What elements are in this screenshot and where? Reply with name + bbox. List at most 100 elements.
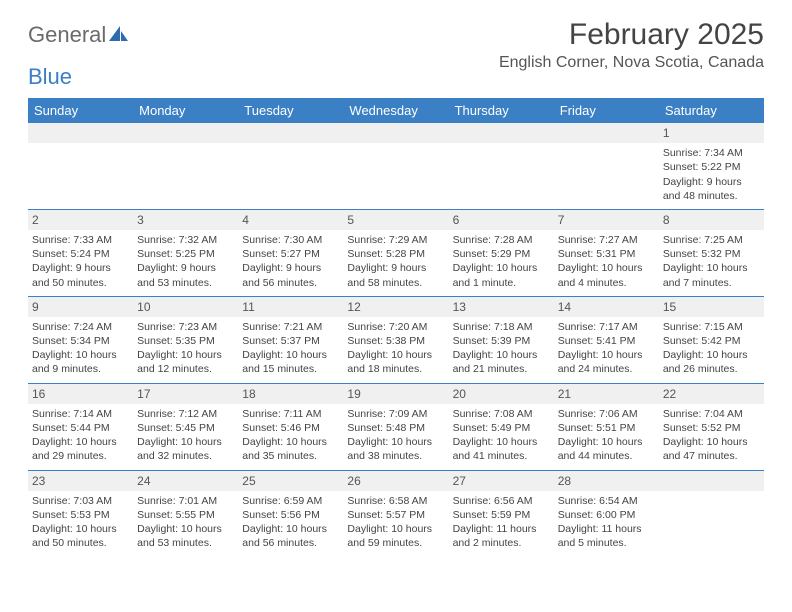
- sunset-text: Sunset: 5:42 PM: [663, 334, 760, 348]
- calendar-day: 5Sunrise: 7:29 AMSunset: 5:28 PMDaylight…: [343, 210, 448, 296]
- day-number: 11: [238, 297, 343, 317]
- day-number: 27: [449, 471, 554, 491]
- day-details: Sunrise: 7:30 AMSunset: 5:27 PMDaylight:…: [242, 233, 339, 290]
- day-details: Sunrise: 7:04 AMSunset: 5:52 PMDaylight:…: [663, 407, 760, 464]
- daylight-text: Daylight: 10 hours and 9 minutes.: [32, 348, 129, 376]
- calendar-day: 25 Sunrise: 6:59 AMSunset: 5:56 PMDayligh…: [238, 471, 343, 557]
- day-number: [659, 471, 764, 491]
- logo-sail-icon: [108, 25, 130, 43]
- sunset-text: Sunset: 5:57 PM: [347, 508, 444, 522]
- calendar-day: 27 Sunrise: 6:56 AMSunset: 5:59 PMDayligh…: [449, 471, 554, 557]
- day-number: [133, 123, 238, 143]
- day-details: Sunrise: 7:08 AMSunset: 5:49 PMDaylight:…: [453, 407, 550, 464]
- daylight-text: Daylight: 10 hours and 15 minutes.: [242, 348, 339, 376]
- day-number: 25: [238, 471, 343, 491]
- day-details: Sunrise: 7:28 AMSunset: 5:29 PMDaylight:…: [453, 233, 550, 290]
- calendar-day: 12Sunrise: 7:20 AMSunset: 5:38 PMDayligh…: [343, 297, 448, 383]
- day-details: Sunrise: 7:17 AMSunset: 5:41 PMDaylight:…: [558, 320, 655, 377]
- calendar-day: 11 Sunrise: 7:21 AMSunset: 5:37 PMDayligh…: [238, 297, 343, 383]
- calendar-day: 19Sunrise: 7:09 AMSunset: 5:48 PMDayligh…: [343, 384, 448, 470]
- day-details: Sunrise: 7:14 AMSunset: 5:44 PMDaylight:…: [32, 407, 129, 464]
- sunset-text: Sunset: 5:41 PM: [558, 334, 655, 348]
- col-wednesday: Wednesday: [343, 98, 448, 123]
- calendar-day: 26Sunrise: 6:58 AMSunset: 5:57 PMDayligh…: [343, 471, 448, 557]
- sunset-text: Sunset: 5:22 PM: [663, 160, 760, 174]
- day-number: 12: [343, 297, 448, 317]
- sunset-text: Sunset: 5:46 PM: [242, 421, 339, 435]
- calendar-day: 10Sunrise: 7:23 AMSunset: 5:35 PMDayligh…: [133, 297, 238, 383]
- sunset-text: Sunset: 5:48 PM: [347, 421, 444, 435]
- day-number: 3: [133, 210, 238, 230]
- sunrise-text: Sunrise: 7:12 AM: [137, 407, 234, 421]
- col-monday: Monday: [133, 98, 238, 123]
- sunrise-text: Sunrise: 7:21 AM: [242, 320, 339, 334]
- daylight-text: Daylight: 10 hours and 50 minutes.: [32, 522, 129, 550]
- day-number: 10: [133, 297, 238, 317]
- sunset-text: Sunset: 5:37 PM: [242, 334, 339, 348]
- sunset-text: Sunset: 5:53 PM: [32, 508, 129, 522]
- calendar-day-empty: [238, 123, 343, 209]
- calendar-day-empty: [449, 123, 554, 209]
- day-number: 16: [28, 384, 133, 404]
- daylight-text: Daylight: 10 hours and 1 minute.: [453, 261, 550, 289]
- sunrise-text: Sunrise: 7:23 AM: [137, 320, 234, 334]
- sunset-text: Sunset: 5:55 PM: [137, 508, 234, 522]
- day-details: Sunrise: 7:21 AMSunset: 5:37 PMDaylight:…: [242, 320, 339, 377]
- calendar-day: 21Sunrise: 7:06 AMSunset: 5:51 PMDayligh…: [554, 384, 659, 470]
- day-details: Sunrise: 6:59 AMSunset: 5:56 PMDaylight:…: [242, 494, 339, 551]
- daylight-text: Daylight: 9 hours and 48 minutes.: [663, 175, 760, 203]
- calendar-day: 1 Sunrise: 7:34 AMSunset: 5:22 PMDaylight…: [659, 123, 764, 209]
- calendar-week: 1 Sunrise: 7:34 AMSunset: 5:22 PMDaylight…: [28, 123, 764, 210]
- calendar-day: 7Sunrise: 7:27 AMSunset: 5:31 PMDaylight…: [554, 210, 659, 296]
- calendar-day: 14Sunrise: 7:17 AMSunset: 5:41 PMDayligh…: [554, 297, 659, 383]
- day-details: Sunrise: 7:15 AMSunset: 5:42 PMDaylight:…: [663, 320, 760, 377]
- sunset-text: Sunset: 5:52 PM: [663, 421, 760, 435]
- calendar-day: 28Sunrise: 6:54 AMSunset: 6:00 PMDayligh…: [554, 471, 659, 557]
- day-number: 13: [449, 297, 554, 317]
- logo: General: [28, 18, 130, 48]
- day-number: 5: [343, 210, 448, 230]
- daylight-text: Daylight: 10 hours and 35 minutes.: [242, 435, 339, 463]
- sunrise-text: Sunrise: 6:54 AM: [558, 494, 655, 508]
- sunset-text: Sunset: 5:34 PM: [32, 334, 129, 348]
- daylight-text: Daylight: 10 hours and 18 minutes.: [347, 348, 444, 376]
- daylight-text: Daylight: 10 hours and 41 minutes.: [453, 435, 550, 463]
- day-number: 4: [238, 210, 343, 230]
- calendar-day-empty: [133, 123, 238, 209]
- day-details: Sunrise: 7:32 AMSunset: 5:25 PMDaylight:…: [137, 233, 234, 290]
- calendar-day: 3 Sunrise: 7:32 AMSunset: 5:25 PMDaylight…: [133, 210, 238, 296]
- col-thursday: Thursday: [449, 98, 554, 123]
- sunset-text: Sunset: 5:31 PM: [558, 247, 655, 261]
- day-details: Sunrise: 6:58 AMSunset: 5:57 PMDaylight:…: [347, 494, 444, 551]
- day-details: Sunrise: 7:25 AMSunset: 5:32 PMDaylight:…: [663, 233, 760, 290]
- day-number: 9: [28, 297, 133, 317]
- calendar-day: 4 Sunrise: 7:30 AMSunset: 5:27 PMDaylight…: [238, 210, 343, 296]
- calendar-page: General February 2025 English Corner, No…: [0, 0, 792, 568]
- sunset-text: Sunset: 6:00 PM: [558, 508, 655, 522]
- daylight-text: Daylight: 9 hours and 53 minutes.: [137, 261, 234, 289]
- sunrise-text: Sunrise: 7:28 AM: [453, 233, 550, 247]
- day-number: 1: [659, 123, 764, 143]
- daylight-text: Daylight: 10 hours and 21 minutes.: [453, 348, 550, 376]
- calendar-week: 9Sunrise: 7:24 AMSunset: 5:34 PMDaylight…: [28, 297, 764, 384]
- calendar-day: 23Sunrise: 7:03 AMSunset: 5:53 PMDayligh…: [28, 471, 133, 557]
- logo-text-blue: Blue: [28, 64, 72, 90]
- calendar-day: 24Sunrise: 7:01 AMSunset: 5:55 PMDayligh…: [133, 471, 238, 557]
- calendar-day: 13 Sunrise: 7:18 AMSunset: 5:39 PMDayligh…: [449, 297, 554, 383]
- sunrise-text: Sunrise: 7:06 AM: [558, 407, 655, 421]
- day-details: Sunrise: 7:01 AMSunset: 5:55 PMDaylight:…: [137, 494, 234, 551]
- col-saturday: Saturday: [659, 98, 764, 123]
- calendar-day: 20 Sunrise: 7:08 AMSunset: 5:49 PMDayligh…: [449, 384, 554, 470]
- daylight-text: Daylight: 10 hours and 12 minutes.: [137, 348, 234, 376]
- day-details: Sunrise: 7:18 AMSunset: 5:39 PMDaylight:…: [453, 320, 550, 377]
- sunset-text: Sunset: 5:59 PM: [453, 508, 550, 522]
- calendar-day-empty: [659, 471, 764, 557]
- daylight-text: Daylight: 10 hours and 24 minutes.: [558, 348, 655, 376]
- daylight-text: Daylight: 10 hours and 4 minutes.: [558, 261, 655, 289]
- sunset-text: Sunset: 5:39 PM: [453, 334, 550, 348]
- sunset-text: Sunset: 5:44 PM: [32, 421, 129, 435]
- sunset-text: Sunset: 5:49 PM: [453, 421, 550, 435]
- day-details: Sunrise: 7:34 AMSunset: 5:22 PMDaylight:…: [663, 146, 760, 203]
- day-number: 20: [449, 384, 554, 404]
- day-details: Sunrise: 6:56 AMSunset: 5:59 PMDaylight:…: [453, 494, 550, 551]
